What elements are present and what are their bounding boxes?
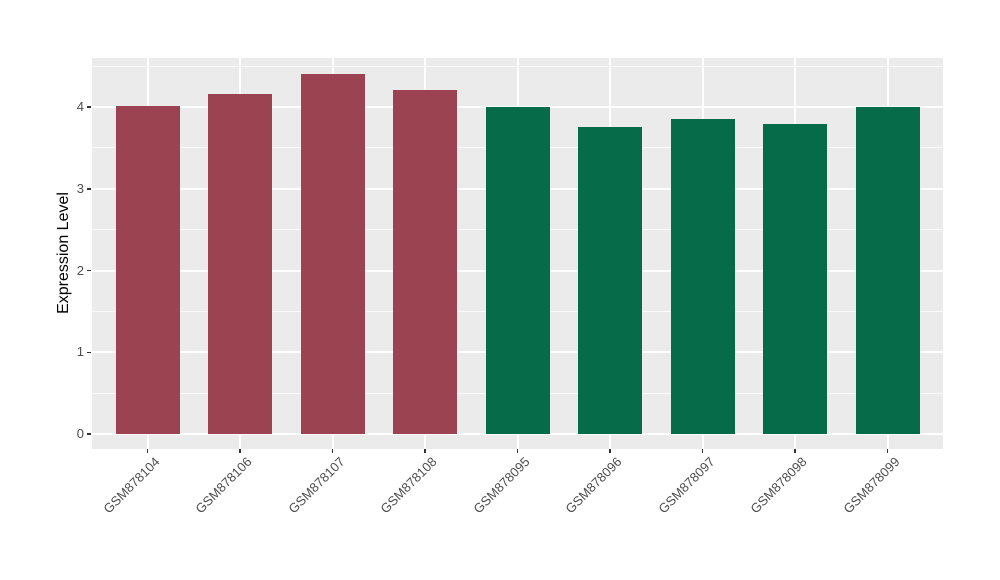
y-tick-label: 1 [76, 344, 84, 360]
y-tick-mark [87, 269, 91, 272]
y-tick-label: 2 [76, 262, 84, 278]
y-tick-mark [87, 106, 91, 108]
x-tick-mark [146, 449, 149, 453]
y-tick-mark [87, 351, 91, 354]
plot-panel [92, 58, 943, 449]
y-tick-mark [87, 433, 91, 436]
y-tick-label: 0 [76, 426, 84, 442]
bar-GSM878108 [393, 89, 457, 435]
bar-GSM878104 [115, 106, 180, 435]
y-tick-mark [87, 188, 91, 190]
bar-GSM878106 [208, 93, 272, 435]
bar-GSM878096 [578, 126, 642, 435]
bar-GSM878095 [485, 107, 550, 435]
bar-GSM878098 [763, 124, 827, 435]
y-tick-label: 4 [76, 99, 84, 115]
bar-GSM878107 [300, 74, 365, 435]
x-tick-mark [424, 449, 426, 453]
x-tick-mark [701, 449, 704, 453]
x-tick-mark [794, 449, 796, 453]
x-tick-mark [516, 449, 519, 453]
x-tick-mark [609, 449, 611, 453]
y-tick-label: 3 [76, 180, 84, 196]
bar-GSM878099 [855, 107, 920, 435]
x-tick-mark [239, 449, 241, 453]
y-axis-title: Expression Level [55, 192, 72, 314]
x-tick-mark [331, 449, 334, 453]
bar-GSM878097 [670, 119, 735, 435]
x-tick-mark [886, 449, 889, 453]
